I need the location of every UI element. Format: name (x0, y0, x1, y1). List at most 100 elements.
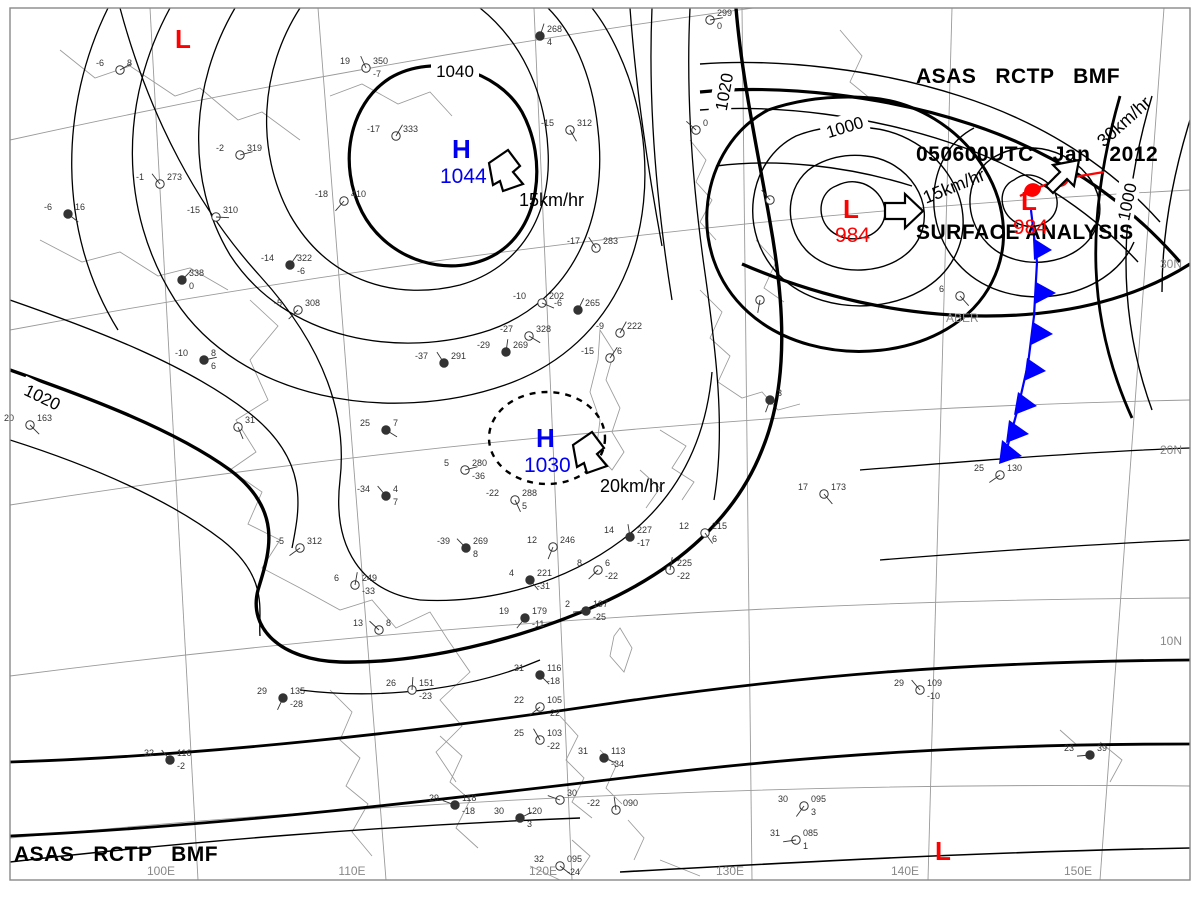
isobar-south-a (10, 658, 1190, 764)
station-temp: 31 (578, 746, 588, 756)
station-dewpoint: -6 (297, 266, 305, 276)
low-topleft-marker: L (175, 24, 191, 54)
station-pressure: 8 (211, 348, 216, 358)
station-dewpoint: -31 (537, 581, 550, 591)
station-dewpoint: -22 (547, 741, 560, 751)
station-pressure: 308 (305, 298, 320, 308)
station-temp: 32 (144, 748, 154, 758)
graticule-lines (10, 8, 1190, 880)
isobars (10, 8, 1190, 873)
station-plot: 29 135 -28 (257, 686, 305, 710)
station-plot: 32 116 -2 (144, 748, 191, 771)
station-pressure: 222 (627, 321, 642, 331)
station-pressure: 291 (451, 351, 466, 361)
station-temp: 17 (798, 482, 808, 492)
station-dewpoint: -23 (419, 691, 432, 701)
station-pressure: 173 (831, 482, 846, 492)
station-temp: 4 (509, 568, 514, 578)
station-plot: 29 118 -18 (429, 793, 476, 816)
station-plot: -17 333 (367, 124, 418, 141)
station-pressure: 31 (245, 415, 255, 425)
latitude-tick-label: 30N (1160, 257, 1182, 271)
high-1030-marker: H 1030 (524, 425, 571, 476)
station-dewpoint: -17 (637, 538, 650, 548)
station-plot: 4 221 -31 (509, 568, 552, 591)
station-plot: 29 109 -10 (894, 678, 942, 701)
station-temp: -5 (274, 298, 282, 308)
motion-arrows (487, 148, 1081, 475)
station-plot: 25 130 (974, 463, 1022, 483)
station-plot: -10 202 (513, 291, 564, 309)
station-plot: -6 16 (44, 202, 85, 223)
station-temp: -1 (136, 172, 144, 182)
station-temp: 22 (514, 695, 524, 705)
motion-label-high-1044: 15km/hr (519, 190, 585, 210)
station-plot: 22 105 -22 (514, 695, 562, 718)
station-pressure: 39 (1097, 743, 1107, 753)
station-temp: -17 (567, 236, 580, 246)
station-pressure: 179 (532, 606, 547, 616)
low-984-a-marker: L 984 (835, 194, 870, 246)
station-plot: 31 085 1 (770, 828, 818, 851)
station-plot: 31 (233, 415, 255, 440)
station-temp: 5 (444, 458, 449, 468)
cold-front-barbs (999, 238, 1056, 464)
station-pressure: 090 (623, 798, 638, 808)
station-temp: 29 (894, 678, 904, 688)
station-plot: -29 269 (477, 339, 528, 357)
station-plot: 5 280 -36 (444, 458, 487, 481)
station-temp: 19 (340, 56, 350, 66)
isobar-south-b (10, 742, 1190, 838)
station-dewpoint: -11 (532, 619, 544, 629)
station-plot: 225-22 (665, 557, 692, 581)
station-dewpoint: 8 (473, 549, 478, 559)
latitude-tick-labels: 30N 20N 10N (1160, 257, 1182, 648)
station-plot: 25 103 -22 (514, 728, 562, 751)
station-plot: 3 (765, 388, 782, 413)
station-pressure: 265 (585, 298, 600, 308)
station-temp: 30 (778, 794, 788, 804)
station-temp: -2 (216, 143, 224, 153)
title-top-line3: SURFACE ANALYSIS (916, 221, 1134, 244)
station-temp: 31 (514, 663, 524, 673)
station-pressure: 268 (547, 24, 562, 34)
station-pressure: 338 (189, 268, 204, 278)
station-plot: -15 310 (187, 205, 238, 222)
station-pressure: 280 (472, 458, 487, 468)
station-pressure: 095 (567, 854, 582, 864)
station-pressure: 227 (637, 525, 652, 535)
station-plot: -37 291 (415, 351, 466, 368)
station-name-label: ABER (946, 311, 979, 325)
title-block-top: ASAS RCTP BMF 050600UTC Jan 2012 SURFACE… (916, 12, 1158, 298)
station-dewpoint: 6 (712, 534, 717, 544)
longitude-tick-label: 150E (1064, 864, 1092, 878)
station-plot: -6 265 (554, 298, 600, 315)
station-plot: 31 116 -18 (514, 663, 561, 686)
title-top-line2: 050600UTC Jan 2012 (916, 143, 1159, 166)
station-temp: 12 (679, 521, 689, 531)
station-pressure: 299 (717, 8, 732, 18)
station-temp: 25 (974, 463, 984, 473)
station-temp: -15 (541, 118, 554, 128)
station-plot (755, 295, 765, 313)
station-pressure: 116 (177, 748, 191, 758)
station-temp: 25 (360, 418, 370, 428)
station-pressure: 30 (567, 788, 577, 798)
station-temp: 23 (1064, 743, 1074, 753)
station-pressure: 163 (37, 413, 52, 423)
longitude-tick-labels: 100E 110E 120E 130E 140E 150E (147, 864, 1092, 878)
station-temp: -14 (261, 253, 274, 263)
station-temp: 2 (565, 599, 570, 609)
station-pressure: 3 (777, 388, 782, 398)
station-dewpoint: -7 (373, 69, 381, 79)
low-984-a-letter: L (843, 194, 859, 224)
station-pressure: 085 (803, 828, 818, 838)
station-plot: -34 4 7 (357, 484, 398, 507)
station-pressure: 120 (527, 806, 542, 816)
station-pressure: 328 (536, 324, 551, 334)
isobar-value-labels: 1040 1020 1000 1020 1000 (16, 59, 1142, 417)
station-pressure: 116 (547, 663, 561, 673)
